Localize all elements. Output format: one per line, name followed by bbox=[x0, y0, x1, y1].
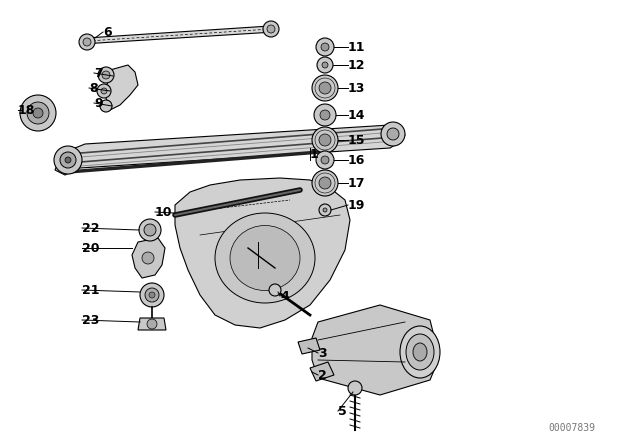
Circle shape bbox=[147, 319, 157, 329]
Circle shape bbox=[320, 110, 330, 120]
Circle shape bbox=[319, 134, 331, 146]
Circle shape bbox=[101, 88, 107, 94]
Text: 9: 9 bbox=[94, 96, 102, 109]
Polygon shape bbox=[138, 318, 166, 330]
Circle shape bbox=[144, 224, 156, 236]
Polygon shape bbox=[175, 178, 350, 328]
Circle shape bbox=[348, 381, 362, 395]
Text: 21: 21 bbox=[82, 284, 99, 297]
Text: 5: 5 bbox=[338, 405, 347, 418]
Ellipse shape bbox=[406, 334, 434, 370]
Circle shape bbox=[314, 104, 336, 126]
Polygon shape bbox=[298, 338, 320, 354]
Circle shape bbox=[312, 170, 338, 196]
Polygon shape bbox=[105, 65, 138, 110]
Polygon shape bbox=[310, 362, 334, 381]
Circle shape bbox=[317, 57, 333, 73]
Ellipse shape bbox=[215, 213, 315, 303]
Circle shape bbox=[54, 146, 82, 174]
Circle shape bbox=[263, 21, 279, 37]
Text: 00007839: 00007839 bbox=[548, 423, 595, 433]
Circle shape bbox=[322, 62, 328, 68]
Text: 13: 13 bbox=[348, 82, 365, 95]
Text: 7: 7 bbox=[94, 66, 103, 79]
Circle shape bbox=[20, 95, 56, 131]
Circle shape bbox=[312, 75, 338, 101]
Circle shape bbox=[33, 108, 43, 118]
Circle shape bbox=[140, 283, 164, 307]
Text: 17: 17 bbox=[348, 177, 365, 190]
Circle shape bbox=[319, 177, 331, 189]
Text: 16: 16 bbox=[348, 154, 365, 167]
Text: 22: 22 bbox=[82, 221, 99, 234]
Circle shape bbox=[27, 102, 49, 124]
Circle shape bbox=[98, 67, 114, 83]
Circle shape bbox=[100, 100, 112, 112]
Text: 10: 10 bbox=[155, 206, 173, 219]
Polygon shape bbox=[55, 125, 405, 175]
Text: 14: 14 bbox=[348, 108, 365, 121]
Circle shape bbox=[319, 204, 331, 216]
Text: 4: 4 bbox=[280, 289, 289, 302]
Circle shape bbox=[145, 288, 159, 302]
Circle shape bbox=[323, 208, 327, 212]
Text: 11: 11 bbox=[348, 40, 365, 53]
Circle shape bbox=[381, 122, 405, 146]
Circle shape bbox=[102, 71, 110, 79]
Circle shape bbox=[79, 34, 95, 50]
Ellipse shape bbox=[400, 326, 440, 378]
Text: 2: 2 bbox=[318, 369, 327, 382]
Circle shape bbox=[321, 43, 329, 51]
Text: 18: 18 bbox=[18, 103, 35, 116]
Circle shape bbox=[316, 151, 334, 169]
Circle shape bbox=[83, 38, 91, 46]
Ellipse shape bbox=[413, 343, 427, 361]
Circle shape bbox=[312, 127, 338, 153]
Circle shape bbox=[316, 38, 334, 56]
Text: 19: 19 bbox=[348, 198, 365, 211]
Circle shape bbox=[149, 292, 155, 298]
Text: 20: 20 bbox=[82, 241, 99, 254]
Circle shape bbox=[319, 82, 331, 94]
Polygon shape bbox=[312, 305, 435, 395]
Polygon shape bbox=[82, 26, 274, 44]
Circle shape bbox=[139, 219, 161, 241]
Circle shape bbox=[387, 128, 399, 140]
Text: 23: 23 bbox=[82, 314, 99, 327]
Text: 1: 1 bbox=[310, 148, 319, 161]
Ellipse shape bbox=[230, 225, 300, 290]
Circle shape bbox=[65, 157, 71, 163]
Text: 3: 3 bbox=[318, 346, 326, 359]
Text: 8: 8 bbox=[89, 82, 98, 95]
Circle shape bbox=[97, 84, 111, 98]
Circle shape bbox=[321, 156, 329, 164]
Circle shape bbox=[142, 252, 154, 264]
Circle shape bbox=[269, 284, 281, 296]
Text: 15: 15 bbox=[348, 134, 365, 146]
Circle shape bbox=[60, 152, 76, 168]
Circle shape bbox=[267, 25, 275, 33]
Text: 12: 12 bbox=[348, 59, 365, 72]
Polygon shape bbox=[132, 238, 165, 278]
Text: 6: 6 bbox=[103, 26, 111, 39]
